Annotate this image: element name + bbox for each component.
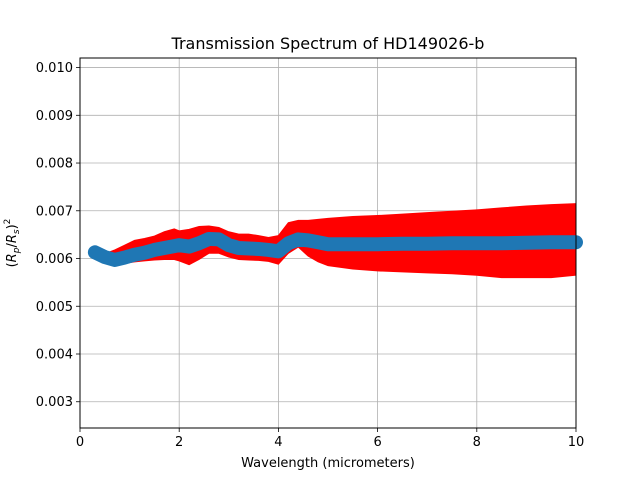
- y-axis-label: (Rp/Rs)2: [3, 219, 22, 268]
- series-line: [87, 231, 583, 267]
- x-tick-label: 2: [175, 435, 183, 450]
- x-tick-label: 10: [568, 435, 585, 450]
- y-tick-label: 0.003: [36, 395, 73, 410]
- x-tick-label: 4: [274, 435, 282, 450]
- y-tick-label: 0.008: [36, 157, 73, 172]
- x-tick-label: 8: [473, 435, 481, 450]
- x-axis: 0 2 4 6 8 10: [76, 428, 584, 450]
- x-tick-label: 6: [373, 435, 381, 450]
- y-tick-label: 0.010: [36, 61, 73, 76]
- x-axis-label: Wavelength (micrometers): [241, 456, 415, 471]
- chart-title: Transmission Spectrum of HD149026-b: [171, 34, 485, 53]
- y-tick-label: 0.009: [36, 109, 73, 124]
- series: [87, 231, 583, 267]
- plot-frame: [79, 57, 577, 429]
- y-tick-label: 0.007: [36, 204, 73, 219]
- y-tick-label: 0.005: [36, 300, 73, 315]
- x-tick-label: 0: [76, 435, 84, 450]
- y-tick-label: 0.006: [36, 252, 73, 267]
- y-axis: 0.003 0.004 0.005 0.006 0.007 0.008 0.009 0.010: [36, 61, 80, 410]
- y-tick-label: 0.004: [36, 348, 73, 363]
